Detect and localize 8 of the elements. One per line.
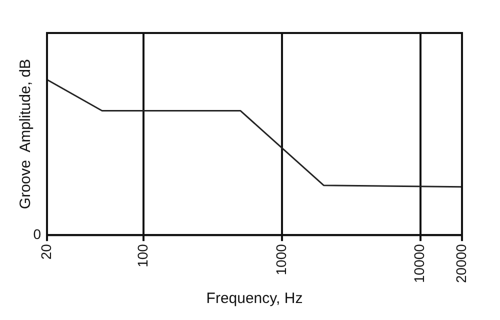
text: 0 bbox=[33, 226, 42, 242]
x-tick-label: 20000 bbox=[452, 244, 469, 284]
x-tick-label: 1000 bbox=[272, 244, 289, 276]
x-tick-label: 20 bbox=[38, 244, 54, 260]
x-tick-label: 100 bbox=[134, 244, 151, 268]
x-axis-title: Frequency, Hz bbox=[206, 290, 303, 308]
y-axis-title: Groove Amplitude, dB bbox=[17, 58, 34, 210]
x-tick-label: 10000 bbox=[411, 244, 428, 284]
